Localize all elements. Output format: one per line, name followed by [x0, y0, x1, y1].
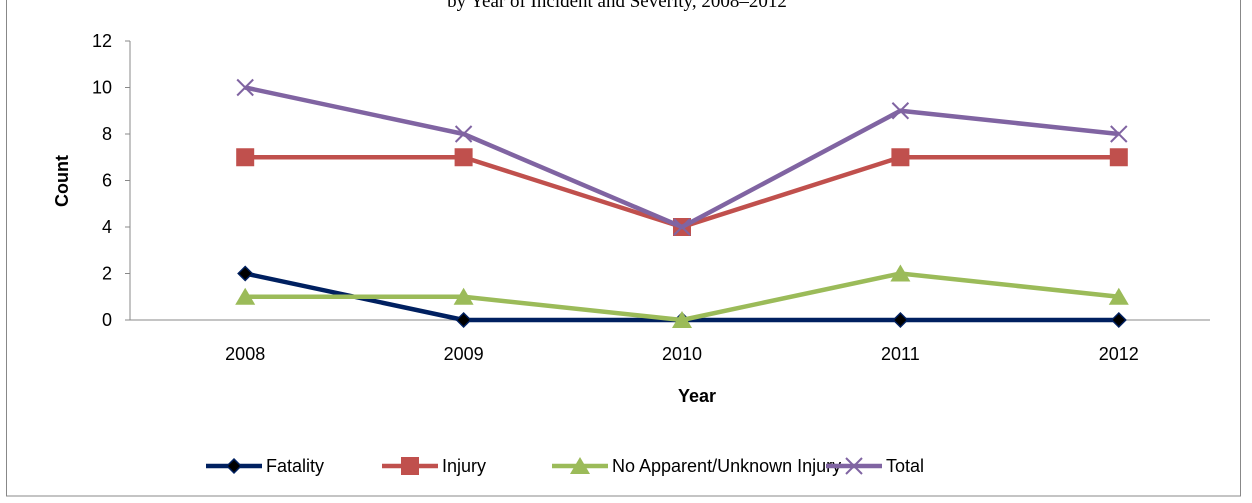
data-point — [892, 311, 909, 329]
data-point — [1110, 311, 1127, 329]
data-point — [673, 218, 691, 236]
x-tick-label: 2008 — [225, 344, 265, 364]
y-tick-label: 2 — [102, 264, 112, 284]
data-point — [236, 148, 255, 167]
x-tick-label: 2010 — [662, 344, 702, 364]
legend-label: Fatality — [266, 456, 324, 476]
data-point — [235, 287, 256, 305]
data-point — [891, 102, 910, 120]
legend-marker — [845, 457, 863, 475]
data-point — [237, 265, 254, 282]
x-axis-label: Year — [678, 386, 716, 406]
data-point — [891, 148, 910, 167]
chart-border — [6, 0, 1241, 497]
legend-label: No Apparent/Unknown Injury — [612, 456, 841, 476]
data-point — [1109, 148, 1128, 167]
y-tick-label: 0 — [102, 310, 112, 330]
y-tick-label: 12 — [92, 31, 112, 51]
data-point — [1108, 287, 1129, 305]
data-point — [455, 311, 472, 329]
legend-marker — [570, 457, 590, 474]
data-point — [454, 125, 473, 143]
legend-label: Total — [886, 456, 924, 476]
data-point — [672, 311, 692, 328]
y-tick-label: 6 — [102, 171, 112, 191]
legend-label: Injury — [442, 456, 486, 476]
data-point — [890, 264, 911, 282]
x-tick-label: 2012 — [1099, 344, 1139, 364]
data-point — [454, 148, 473, 167]
y-tick-label: 8 — [102, 124, 112, 144]
legend-marker — [401, 457, 419, 475]
data-point — [236, 78, 254, 97]
y-axis-label: Count — [52, 155, 72, 207]
data-point — [1110, 125, 1128, 143]
x-tick-label: 2011 — [881, 344, 920, 364]
x-tick-label: 2009 — [444, 344, 484, 364]
legend-marker — [225, 457, 243, 475]
data-point — [453, 287, 474, 305]
chart-title: by Year of Incident and Severity, 2008–2… — [447, 0, 787, 12]
y-tick-label: 10 — [92, 78, 112, 98]
y-tick-label: 4 — [102, 217, 112, 237]
